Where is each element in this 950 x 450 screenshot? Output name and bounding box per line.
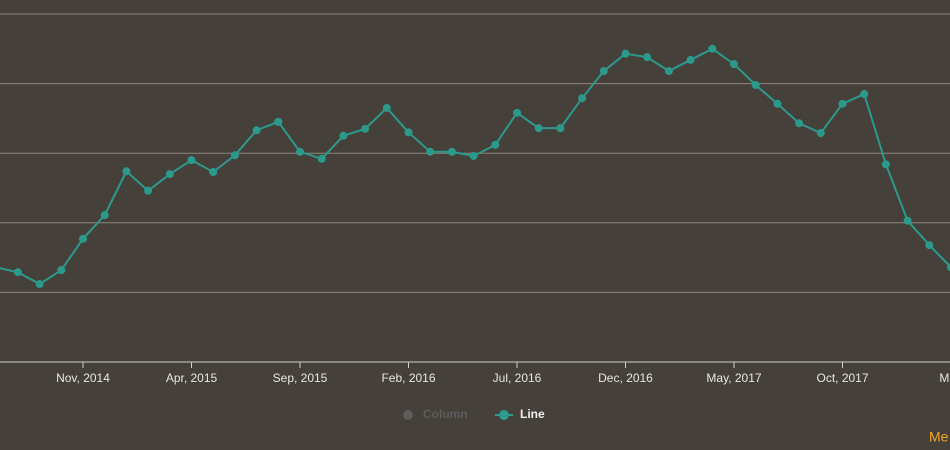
data-point: [447, 147, 456, 156]
data-point: [100, 211, 109, 220]
data-point: [13, 268, 22, 277]
legend-marker[interactable]: [499, 410, 509, 420]
data-point: [816, 129, 825, 138]
data-point: [35, 280, 44, 289]
data-point: [382, 103, 391, 112]
data-point: [860, 90, 869, 99]
x-tick-label: Oct, 2017: [816, 371, 868, 385]
data-point: [643, 53, 652, 62]
x-tick-label: Mar,: [939, 371, 950, 385]
data-point: [230, 151, 239, 160]
data-point: [187, 156, 196, 165]
data-point: [664, 67, 673, 76]
x-tick-label: Jul, 2016: [493, 371, 542, 385]
data-point: [621, 49, 630, 58]
data-point: [252, 126, 261, 135]
x-tick-label: Nov, 2014: [56, 371, 110, 385]
legend-label[interactable]: Line: [520, 407, 545, 421]
data-point: [838, 99, 847, 108]
data-point: [491, 140, 500, 149]
data-point: [947, 263, 950, 272]
data-point: [165, 170, 174, 179]
x-tick-label: Dec, 2016: [598, 371, 653, 385]
data-point: [599, 67, 608, 76]
data-point: [686, 55, 695, 64]
data-point: [534, 124, 543, 133]
data-point: [795, 119, 804, 128]
x-tick-label: Feb, 2016: [381, 371, 435, 385]
data-point: [708, 44, 717, 53]
legend-label[interactable]: Column: [423, 407, 468, 421]
data-point: [404, 128, 413, 137]
corner-link[interactable]: Me: [929, 429, 949, 445]
legend-marker[interactable]: [403, 410, 413, 420]
data-point: [881, 160, 890, 169]
data-point: [144, 186, 153, 195]
data-point: [361, 124, 370, 133]
data-point: [773, 99, 782, 108]
data-point: [751, 80, 760, 89]
data-point: [209, 167, 218, 176]
data-point: [57, 266, 66, 275]
data-point: [925, 241, 934, 250]
data-point: [513, 108, 521, 117]
x-tick-label: Apr, 2015: [166, 371, 218, 385]
data-point: [274, 117, 283, 126]
data-point: [556, 124, 565, 133]
data-point: [903, 216, 912, 225]
data-point: [317, 154, 326, 163]
data-point: [426, 147, 435, 156]
data-point: [79, 234, 87, 243]
data-point: [730, 60, 738, 69]
data-point: [578, 94, 587, 103]
data-point: [339, 131, 348, 140]
data-point: [469, 151, 478, 160]
x-tick-label: Sep, 2015: [273, 371, 328, 385]
x-tick-label: May, 2017: [706, 371, 761, 385]
data-point: [122, 167, 131, 176]
data-point: [296, 147, 304, 156]
